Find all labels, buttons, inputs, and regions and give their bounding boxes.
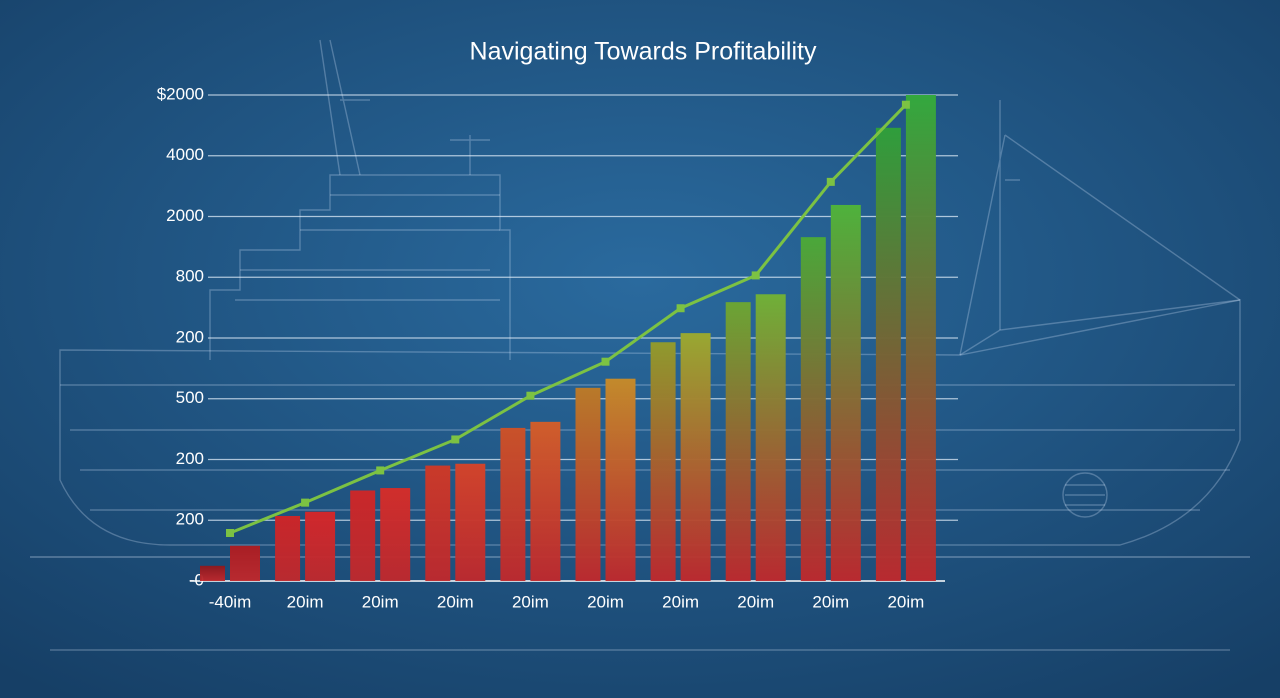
x-tick-label: 20im: [662, 592, 699, 611]
line-point: [376, 466, 385, 475]
x-tick-label: 20im: [587, 592, 624, 611]
y-tick-label: 500: [176, 388, 204, 407]
bar: [500, 427, 526, 581]
x-tick-label: 20im: [362, 592, 399, 611]
bar: [425, 465, 451, 581]
line: [229, 103, 907, 535]
bar: [680, 333, 711, 581]
x-tick-label: 20im: [437, 592, 474, 611]
bar: [650, 342, 676, 581]
line-point: [751, 271, 760, 280]
y-tick-label: $2000: [157, 84, 204, 103]
bar: [230, 545, 260, 581]
line-point: [676, 304, 685, 313]
bar: [350, 490, 376, 581]
line-point: [451, 435, 460, 444]
y-tick-label: 2000: [166, 206, 204, 225]
bar: [755, 294, 786, 581]
y-tick-label: 4000: [166, 145, 204, 164]
bar: [530, 421, 561, 581]
y-tick-label: 200: [176, 327, 204, 346]
bar: [800, 237, 826, 581]
bar: [200, 565, 225, 581]
bar: [575, 387, 601, 581]
chart-title: Navigating Towards Profitability: [470, 38, 817, 66]
line-point: [226, 529, 234, 538]
line-point: [601, 357, 610, 366]
y-tick-label: 200: [176, 449, 204, 468]
bar: [455, 463, 486, 581]
x-tick-label: 20im: [287, 592, 324, 611]
bar: [875, 127, 901, 582]
line-point: [301, 498, 310, 507]
bar: [725, 302, 751, 581]
bar: [830, 204, 861, 581]
bar: [905, 95, 936, 581]
line-point: [526, 391, 535, 400]
line-point: [826, 177, 835, 186]
x-tick-label: 20im: [512, 592, 549, 611]
line-point: [901, 100, 910, 109]
x-tick-label: 20im: [887, 592, 924, 611]
bar: [380, 488, 411, 581]
y-tick-label: 800: [176, 267, 204, 286]
y-tick-label: 200: [176, 510, 204, 529]
bar: [275, 515, 301, 581]
x-tick-label: 20im: [812, 592, 849, 611]
bar: [305, 511, 336, 581]
x-tick-label: 20im: [737, 592, 774, 611]
x-tick-label: -40im: [209, 592, 252, 611]
bar: [605, 378, 636, 581]
